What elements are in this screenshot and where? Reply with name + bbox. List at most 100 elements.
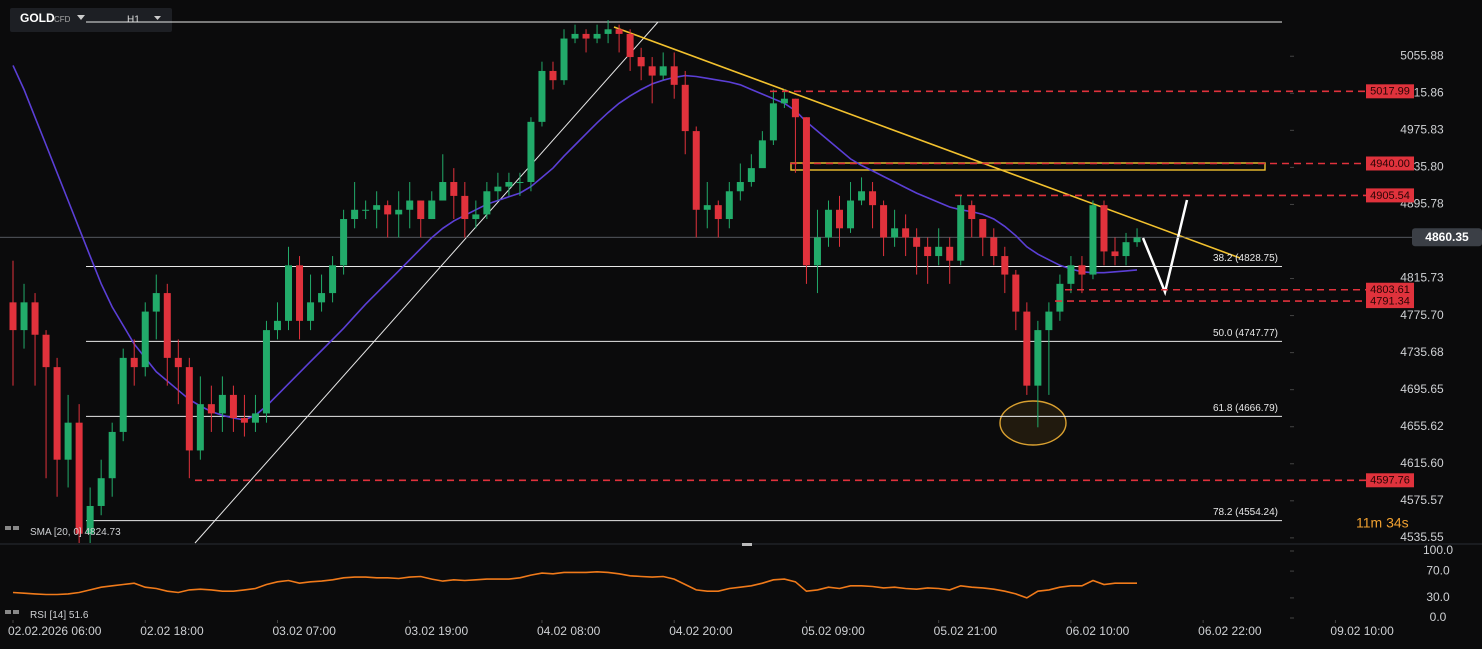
- candle-body: [571, 33, 579, 39]
- x-tick-label: 03.02 19:00: [405, 624, 469, 638]
- level-tag-label: 4791.34: [1370, 296, 1410, 308]
- level-tag-label: 4905.54: [1370, 190, 1410, 202]
- level-tag: [1366, 294, 1414, 309]
- symbol: GOLD: [20, 11, 55, 25]
- candle-body: [813, 237, 821, 266]
- candle-body: [240, 418, 248, 423]
- x-tick-label: 02.02.2026 06:00: [8, 624, 102, 638]
- y-tick-label: 4775.70: [1400, 308, 1444, 322]
- y-tick-label: 4575.57: [1400, 493, 1444, 507]
- candle-body: [648, 66, 656, 76]
- rsi-tick-label: 0.0: [1430, 610, 1447, 624]
- candle-body: [637, 57, 645, 67]
- candle-body: [1012, 274, 1020, 312]
- candle-body: [9, 302, 17, 331]
- legend-icon[interactable]: [13, 526, 19, 530]
- legend-label: RSI [14] 51.6: [30, 610, 89, 621]
- candle-body: [979, 219, 987, 238]
- candle-body: [869, 191, 877, 206]
- candle-body: [1034, 330, 1042, 386]
- rsi-name: RSI [14]: [30, 610, 66, 621]
- candle-body: [196, 404, 204, 451]
- trendline: [613, 26, 1241, 259]
- level-tag: [1366, 156, 1414, 171]
- y-tick-label: 4695.65: [1400, 382, 1444, 396]
- candle-body: [560, 38, 568, 81]
- candle-body: [1023, 311, 1031, 386]
- zone-rect: [790, 162, 1266, 171]
- candle-body: [758, 140, 766, 169]
- candle-body: [582, 33, 590, 39]
- candle-body: [64, 422, 72, 460]
- fib-label: 78.2 (4554.24): [1213, 507, 1278, 518]
- fib-label: 38.2 (4828.75): [1213, 253, 1278, 264]
- candle-body: [108, 431, 116, 479]
- candle-body: [1001, 256, 1009, 275]
- candle-body: [218, 394, 226, 414]
- candle-body: [902, 228, 910, 238]
- level-tag-label: 4940.00: [1370, 158, 1410, 170]
- candle-body: [207, 404, 215, 414]
- x-tick-label: 03.02 07:00: [272, 624, 336, 638]
- candle-body: [351, 209, 359, 220]
- candle-body: [174, 357, 182, 368]
- y-tick-label: 4815.73: [1400, 271, 1444, 285]
- candle-body: [968, 205, 976, 220]
- candle-body: [1089, 205, 1097, 275]
- pane-handle[interactable]: [742, 543, 752, 546]
- x-tick-label: 09.02 10:00: [1330, 624, 1394, 638]
- candle-body: [780, 98, 788, 104]
- candle-body: [913, 237, 921, 247]
- candle-body: [1067, 265, 1075, 284]
- candle-body: [747, 168, 755, 183]
- candle-body: [417, 200, 425, 220]
- candle-body: [119, 357, 127, 432]
- rsi-line: [12, 570, 1137, 599]
- candle-body: [1100, 205, 1108, 252]
- legend-icon[interactable]: [5, 526, 11, 530]
- symbol-box[interactable]: [10, 8, 172, 32]
- y-tick-label: 4615.60: [1400, 456, 1444, 470]
- candle-body: [538, 70, 546, 122]
- fib-label: 50.0 (4747.77): [1213, 328, 1278, 339]
- current-price-label: 4860.35: [1425, 230, 1469, 244]
- candle-body: [593, 33, 601, 39]
- candle-body: [229, 394, 237, 419]
- candle-body: [924, 246, 932, 257]
- candle-body: [185, 367, 193, 451]
- candle-body: [1056, 283, 1064, 312]
- timer: 11m 34s: [1356, 515, 1409, 531]
- candle-body: [516, 182, 524, 184]
- candle-body: [362, 209, 370, 211]
- candle-body: [273, 320, 281, 331]
- y-tick-label: 4535.55: [1400, 530, 1444, 544]
- candle-body: [340, 219, 348, 266]
- candle-body: [946, 246, 954, 261]
- candle-body: [130, 357, 138, 368]
- candle-body: [1122, 242, 1130, 257]
- candle-body: [957, 205, 965, 261]
- legend-icon[interactable]: [5, 610, 11, 614]
- candle-body: [53, 367, 61, 460]
- candle-body: [1133, 237, 1141, 243]
- candle-body: [505, 182, 513, 187]
- y-tick-label: 5055.88: [1400, 48, 1444, 62]
- x-tick-label: 02.02 18:00: [140, 624, 204, 638]
- candle-body: [296, 265, 304, 321]
- candle-body: [86, 505, 94, 534]
- level-tag: [1366, 473, 1414, 488]
- candle-body: [20, 302, 28, 331]
- candle-body: [527, 121, 535, 183]
- legend-icon[interactable]: [13, 610, 19, 614]
- y-tick-label: 4975.83: [1400, 123, 1444, 137]
- candle-body: [836, 209, 844, 229]
- candle-body: [450, 182, 458, 196]
- x-tick-label: 06.02 10:00: [1066, 624, 1130, 638]
- candle-body: [141, 311, 149, 368]
- candle-body: [373, 205, 381, 210]
- level-tag: [1366, 188, 1414, 203]
- level-tag-label: 4597.76: [1370, 475, 1410, 487]
- fib-label: 61.8 (4666.79): [1213, 403, 1278, 414]
